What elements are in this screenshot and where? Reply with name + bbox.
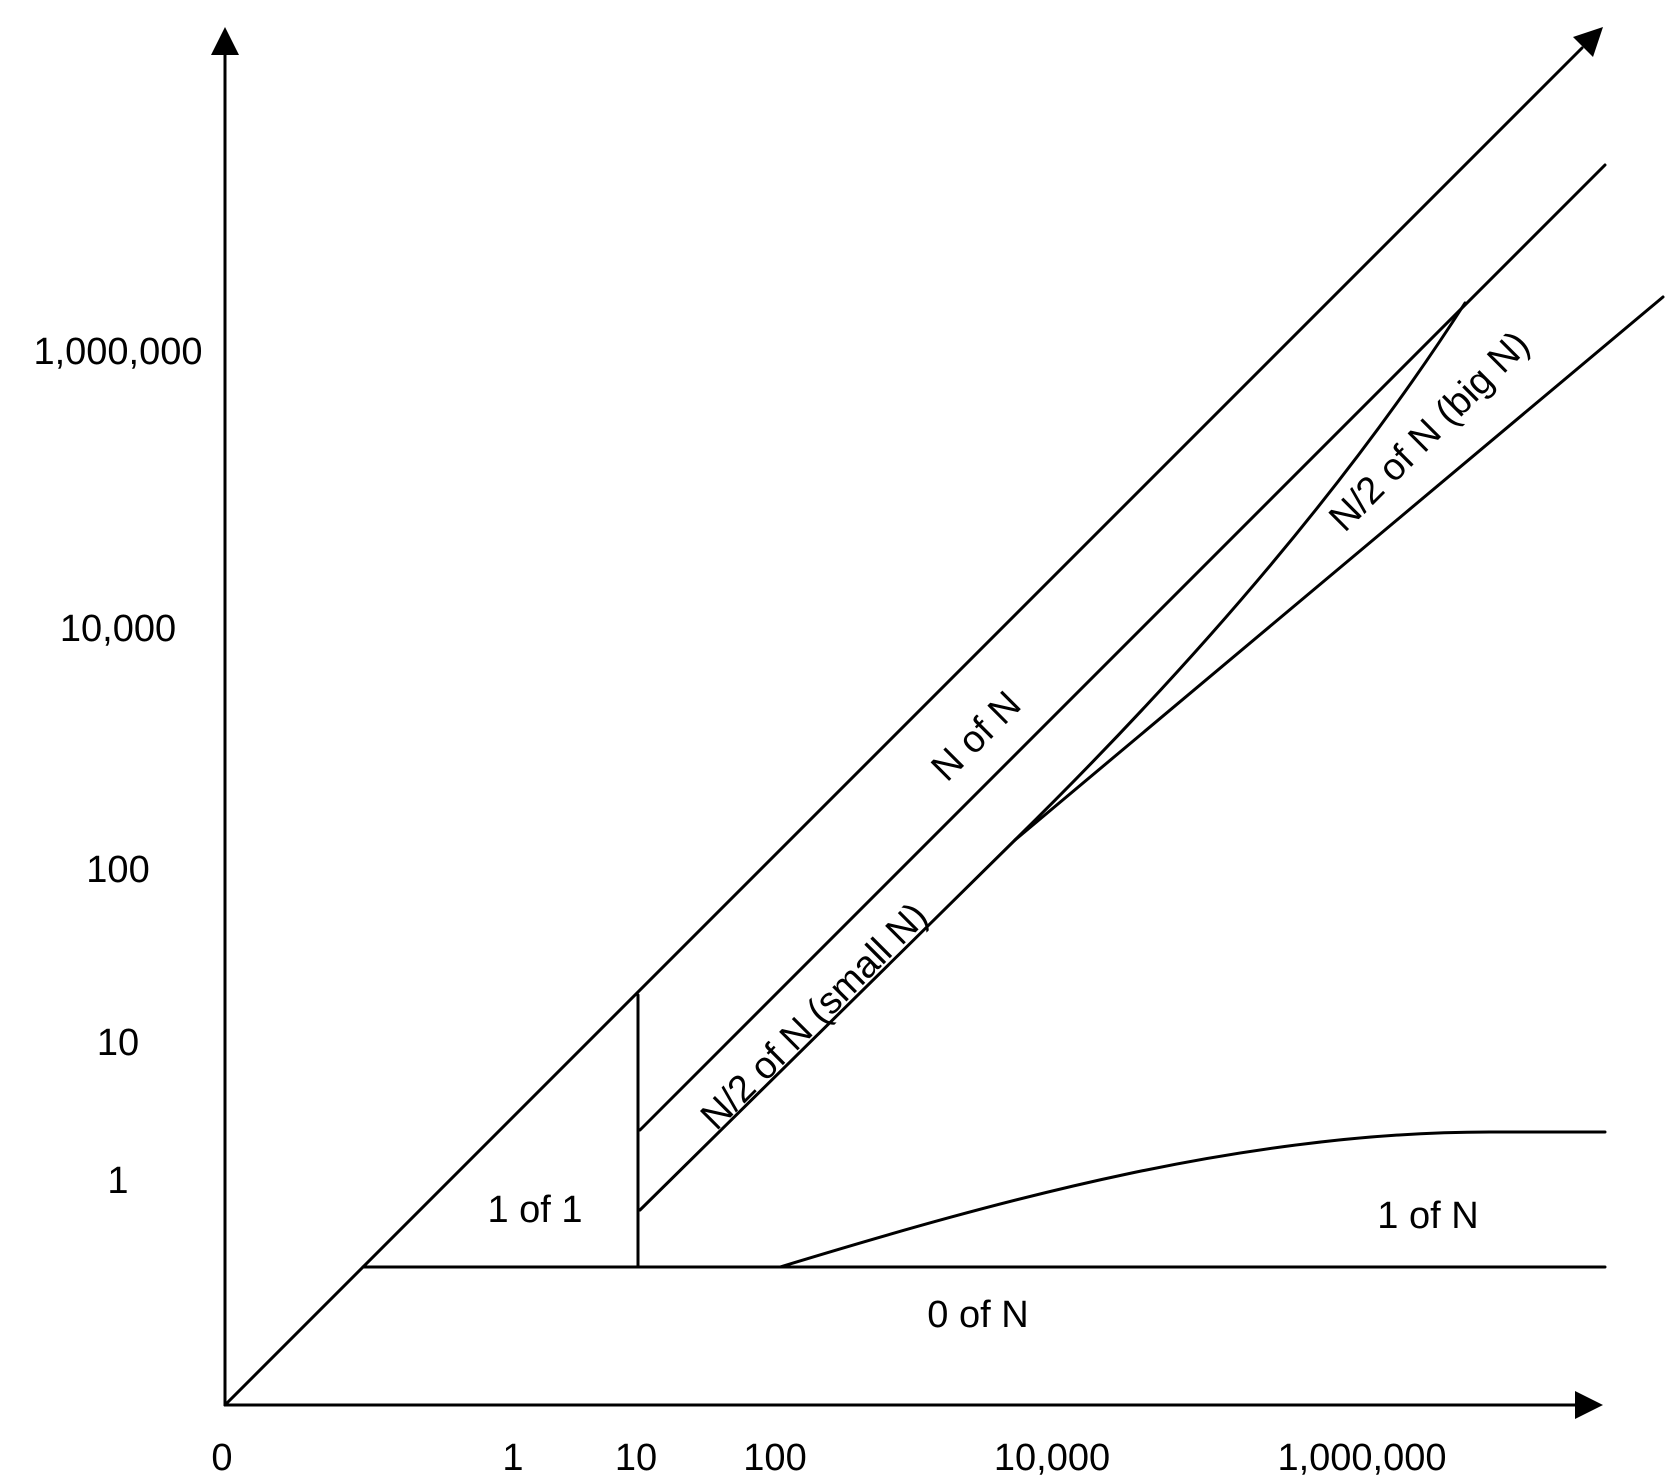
one-of-one-label: 1 of 1 bbox=[487, 1189, 582, 1231]
y-tick-label: 10,000 bbox=[60, 608, 176, 650]
half-big-lower-line bbox=[1013, 295, 1665, 842]
half-small-upper-line bbox=[638, 163, 1607, 1132]
y-tick-label: 1 bbox=[107, 1160, 128, 1202]
zero-of-n-label: 0 of N bbox=[927, 1294, 1028, 1336]
y-tick-label: 100 bbox=[86, 849, 149, 891]
n-of-n-label: N of N bbox=[924, 684, 1030, 790]
x-tick-label: 100 bbox=[743, 1437, 806, 1479]
n-of-n-boundary-line bbox=[223, 46, 1584, 1407]
y-tick-label: 1,000,000 bbox=[33, 331, 202, 373]
y-tick-label: 10 bbox=[97, 1022, 139, 1064]
x-axis-arrow-icon bbox=[1575, 1391, 1603, 1419]
one-of-n-label: 1 of N bbox=[1377, 1195, 1478, 1237]
y-axis-arrow-icon bbox=[211, 27, 239, 55]
half-big-upper-curve bbox=[1013, 301, 1467, 842]
x-tick-label: 10 bbox=[615, 1437, 657, 1479]
diagonal-arrow-icon bbox=[1573, 27, 1603, 57]
x-tick-label: 10,000 bbox=[994, 1437, 1110, 1479]
half-small-lower-line bbox=[638, 838, 1017, 1212]
x-tick-label: 0 bbox=[211, 1437, 232, 1479]
x-tick-label: 1 bbox=[502, 1437, 523, 1479]
half-small-label: N/2 of N (small N) bbox=[693, 895, 936, 1138]
x-tick-label: 1,000,000 bbox=[1277, 1437, 1446, 1479]
one-of-n-curve bbox=[778, 1130, 1607, 1269]
